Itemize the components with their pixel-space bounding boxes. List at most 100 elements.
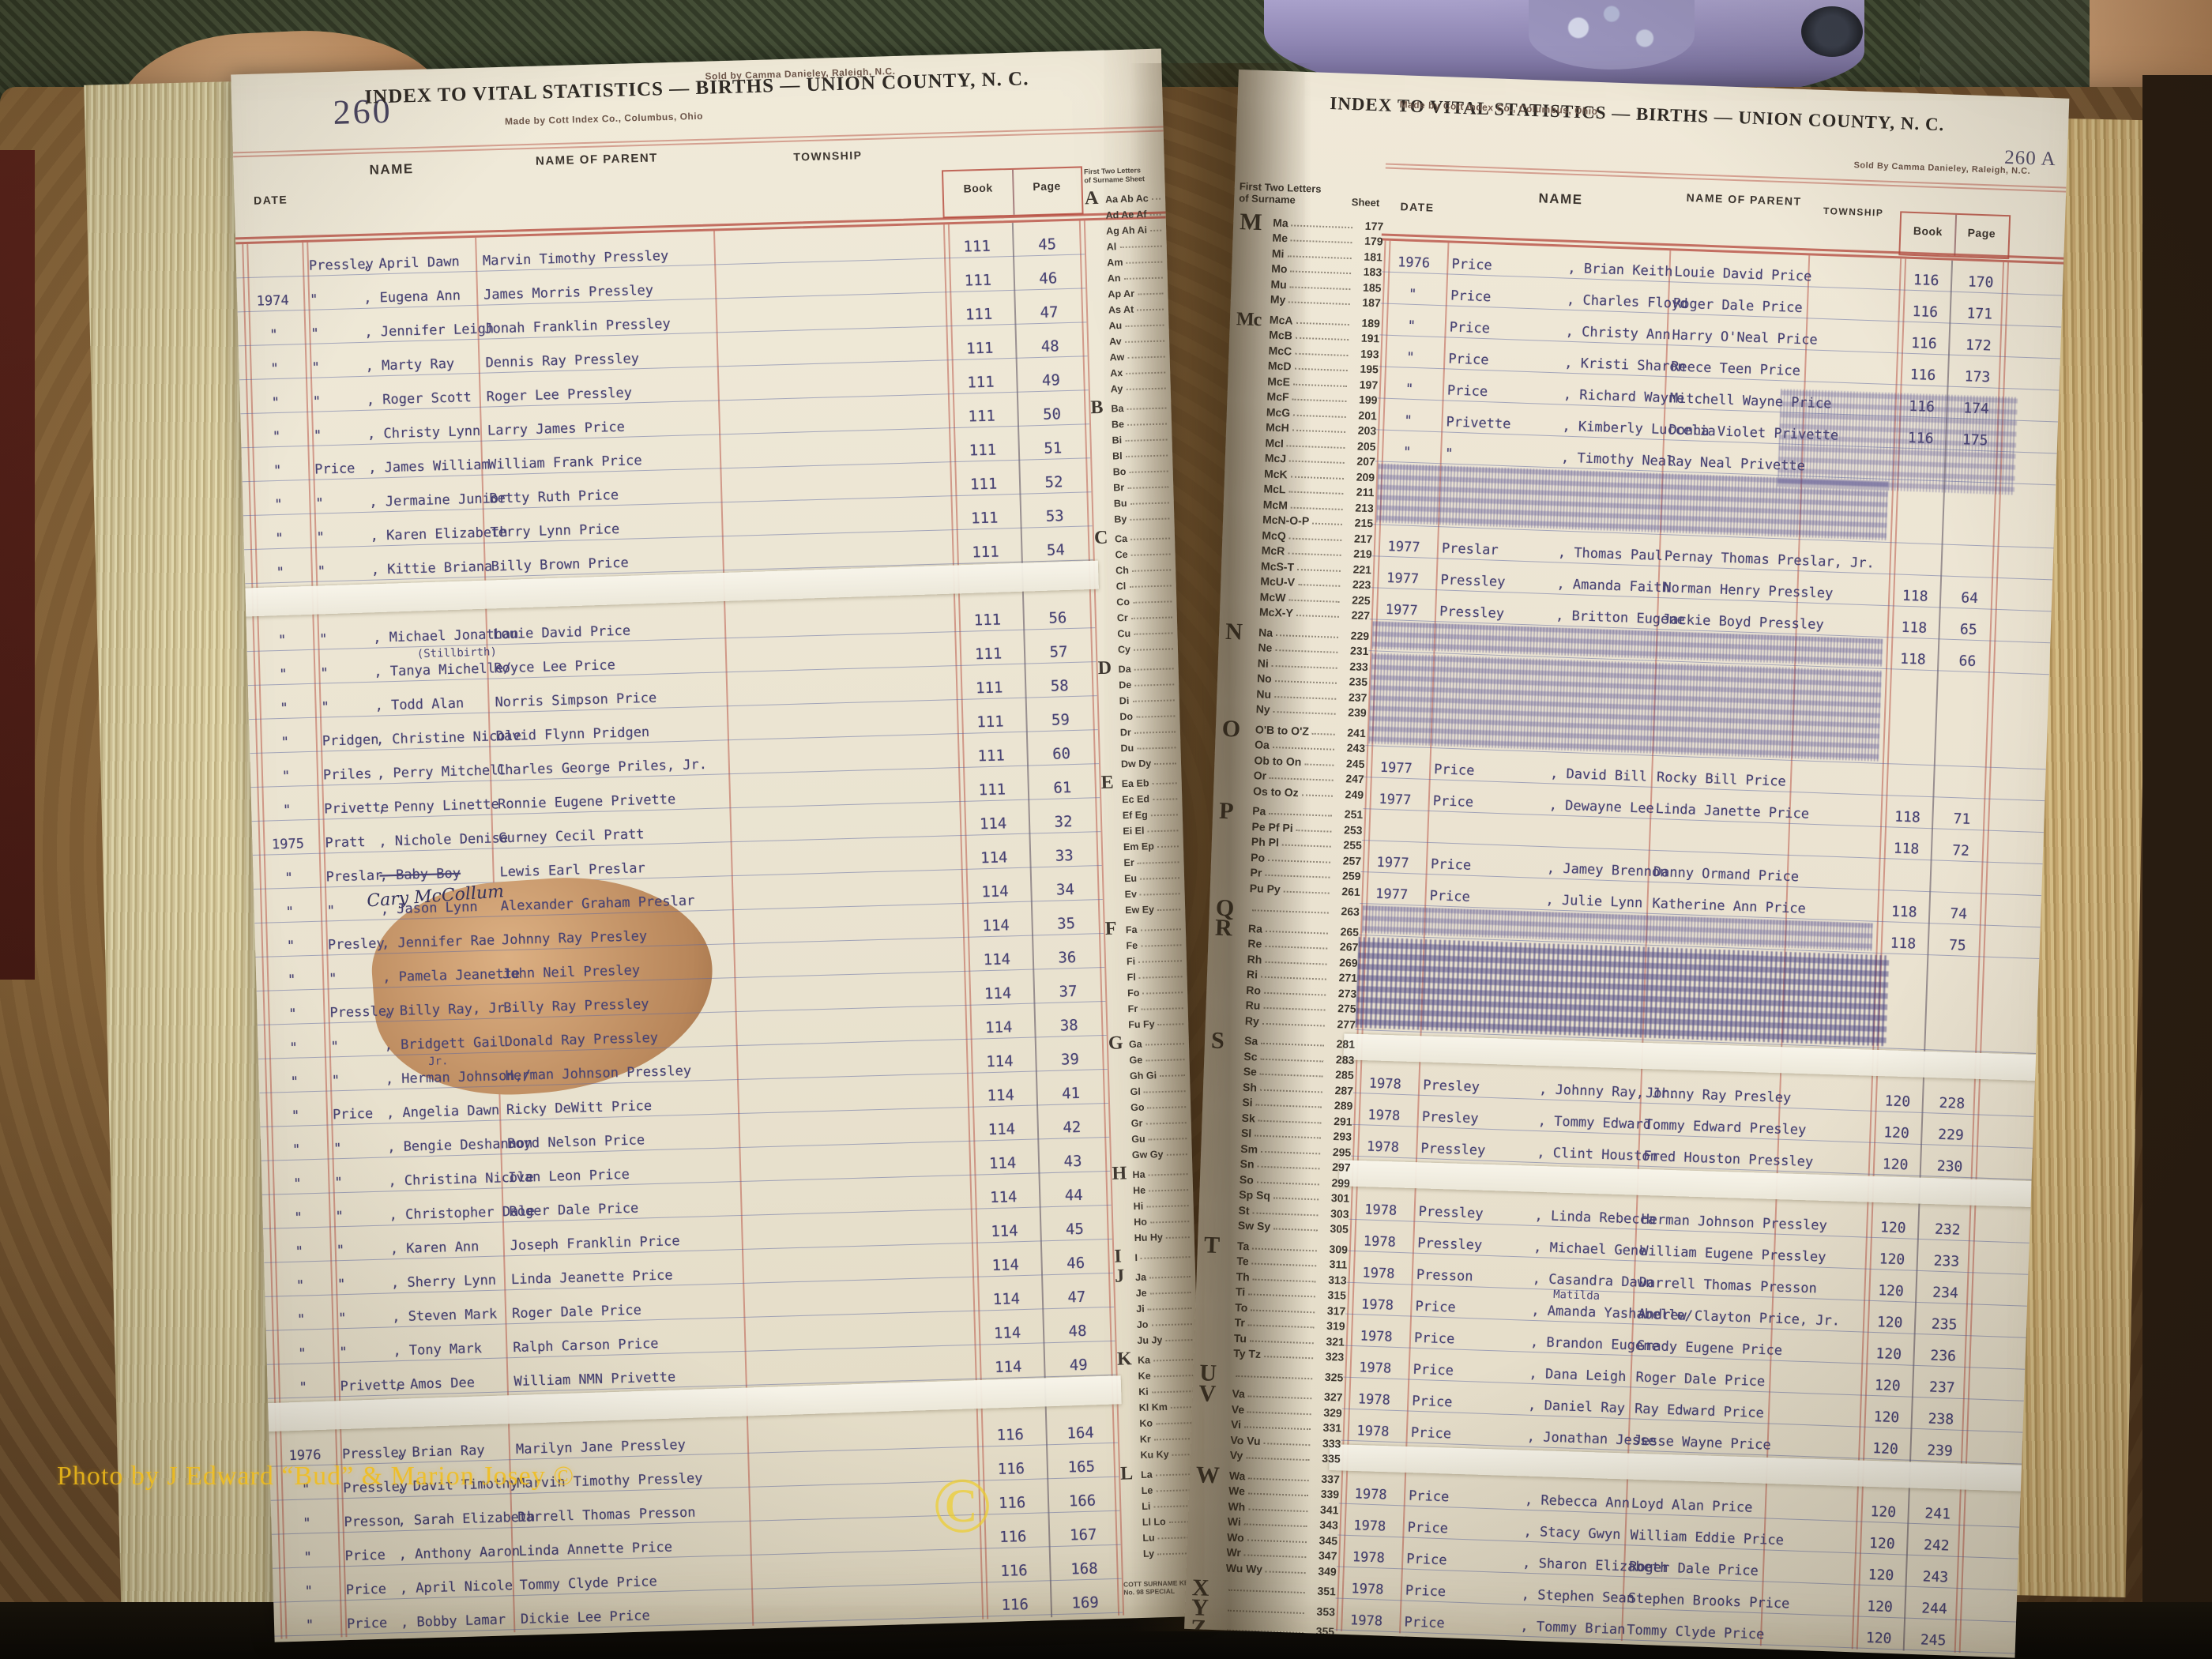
copyright-watermark: © [932,1462,992,1549]
letter-sub: Cu [1117,627,1131,640]
book-number: 114 [991,1256,1020,1275]
parent-name-cell: David Flynn Pridgen [495,724,650,745]
dotted-leader [1148,1173,1188,1176]
dotted-leader [1165,1339,1193,1342]
dotted-leader [1141,1007,1183,1010]
sheet-number: 309 [1329,1242,1349,1256]
letter-sub: Ka [1137,1354,1151,1367]
dotted-leader [1157,845,1179,848]
dotted-leader [1125,438,1168,442]
dotted-leader [1296,568,1341,572]
given-name-cell: , Christy Ann [1565,323,1672,344]
sheet-number: 335 [1322,1451,1341,1465]
sheet-number: 331 [1322,1420,1342,1435]
given-name-cell: , Jamey Brennon [1546,860,1668,881]
letter-range: Ti [1235,1285,1246,1299]
dotted-leader [1149,1221,1190,1224]
given-name-cell: , Kristi Sharon [1563,355,1687,375]
tab-line: G Ga [1108,1033,1187,1054]
surname-cell: Preslar [1441,540,1499,559]
surname-cell: Presson [344,1513,401,1531]
sheet-number: 215 [1354,516,1374,530]
letter-sub: Ge [1129,1054,1143,1066]
date-cell: 1974 [256,292,289,310]
page-number: 243 [1922,1568,1949,1586]
letter-range: McX-Y [1258,605,1294,619]
sheet-number: 291 [1334,1114,1352,1128]
letter-sub: Gu [1131,1133,1146,1146]
letter-range: Pu Py [1249,881,1281,895]
dotted-leader [1252,1211,1319,1216]
dotted-leader [1252,1247,1317,1251]
tab-line: Am [1086,251,1164,269]
sheet-number: 321 [1326,1334,1345,1349]
sheet-number: 191 [1360,331,1380,345]
letter-range: Vo Vu [1230,1433,1261,1447]
dotted-leader [1142,991,1183,995]
letter-range: McU-V [1260,574,1296,589]
sheet-number: 319 [1326,1319,1345,1333]
date-cell: 1978 [1368,1075,1402,1093]
parent-name-cell: Marvin Timothy Pressley [482,248,669,269]
dotted-leader [1151,198,1161,200]
tab-line: C Ca [1094,527,1172,548]
page-number: 71 [1953,811,1971,828]
page-number: 49 [1041,371,1061,389]
given-name-cell: , Roger Scott [366,389,472,408]
sheet-number: 289 [1334,1099,1353,1112]
dotted-leader [1265,945,1328,950]
dotted-leader [1261,1042,1324,1047]
letter-range: Te [1236,1254,1249,1268]
dotted-leader [1288,552,1341,556]
parent-name-cell: Ralph Carson Price [513,1335,659,1356]
tab-line: An [1087,267,1165,285]
given-name-cell: , David Bill [1549,766,1648,785]
parent-name-cell: Roger Dale Price [1635,1369,1766,1390]
dotted-leader [1149,213,1161,216]
page-number: 57 [1049,643,1068,661]
page-number: 228 [1939,1094,1966,1112]
dotted-leader [1312,522,1343,525]
dotted-leader [1127,356,1165,359]
page-number: 164 [1066,1424,1095,1443]
tab-line: Av [1089,330,1167,348]
surname-cell: Price [344,1547,386,1565]
page-number: 36 [1058,949,1077,967]
surname-cell: Pratt [325,834,366,852]
date-cell: 1978 [1367,1107,1401,1124]
book-number: 116 [1913,271,1939,290]
dotted-leader [1249,1339,1314,1344]
dotted-leader [1248,1477,1309,1481]
sheet-number: 265 [1340,924,1360,939]
book-number: 116 [1001,1596,1029,1614]
sheet-number: 351 [1317,1584,1337,1598]
date-cell: 1978 [1352,1549,1386,1567]
letter-range: Na [1258,625,1273,639]
date-cell: " [295,1243,304,1260]
sheet-number: 303 [1330,1206,1349,1221]
dotted-leader [1263,991,1326,996]
page-number: 168 [1070,1559,1098,1578]
letter-range: Sc [1243,1049,1258,1063]
tab-line: Dw Dy [1100,752,1179,770]
dotted-leader [1265,961,1327,965]
letter-range: Th [1236,1270,1251,1283]
date-cell: 1978 [1360,1328,1393,1345]
sheet-number: 187 [1362,295,1382,310]
date-cell: " [280,734,290,750]
given-name-cell: , Jennifer Rae [381,932,495,952]
letter-range: Re [1247,937,1262,950]
column-header-township: TOWNSHIP [1823,205,1884,219]
page-number: 35 [1056,915,1076,933]
book-number: 120 [1868,1534,1895,1553]
letter-sub: Lu [1142,1532,1155,1544]
page-number: 56 [1048,609,1067,627]
dotted-leader [1133,648,1174,651]
column-header-book: Book [963,181,993,195]
sheet-number: 243 [1346,741,1366,755]
parent-name-cell: Alexander Graham Preslar [500,893,695,915]
book-number: 111 [969,475,998,494]
letter-range: McA [1269,313,1293,327]
book-number: 114 [981,882,1009,901]
tab-line: Jo [1116,1313,1194,1331]
